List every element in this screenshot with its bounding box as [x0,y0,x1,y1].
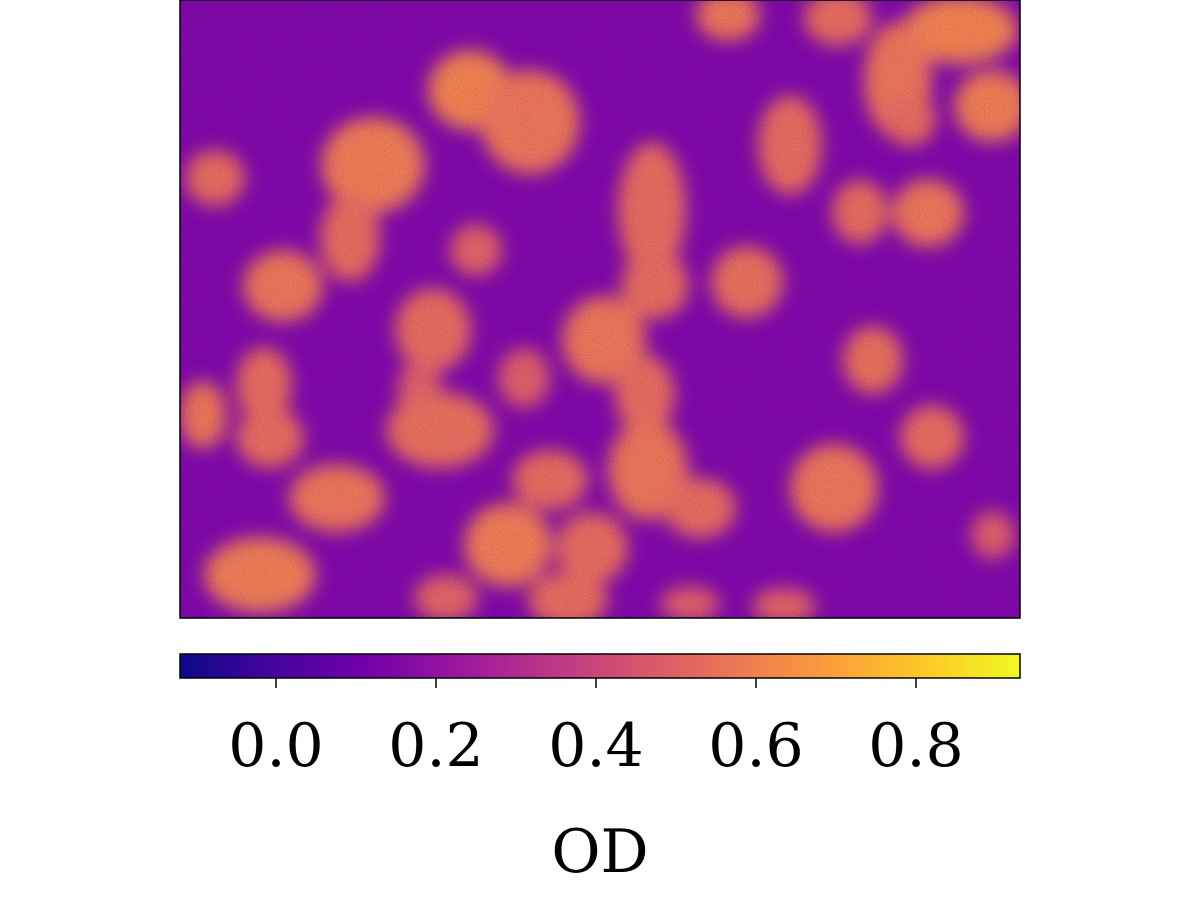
colorbar-tick-label: 0.2 [388,711,483,781]
colorbar-tick-label: 0.0 [228,711,323,781]
colorbar-gradient [180,654,1020,678]
od-image [180,0,1020,618]
colorbar-ticks: 0.0 0.2 0.4 0.6 0.8 [228,678,964,781]
colorbar-label: OD [551,817,648,887]
colorbar-tick-label: 0.8 [868,711,963,781]
colorbar-tick-label: 0.6 [708,711,803,781]
colorbar-frame [179,653,1021,679]
od-image-grain [180,0,1020,618]
colorbar: 0.0 0.2 0.4 0.6 0.8 [179,653,1021,781]
colorbar-tick-label: 0.4 [548,711,643,781]
od-image-frame [179,0,1021,619]
